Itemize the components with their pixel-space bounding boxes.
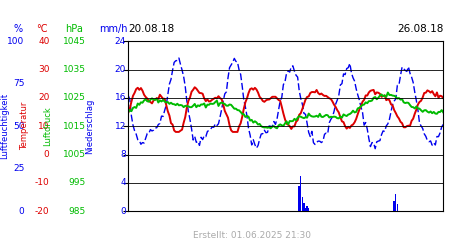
Text: 0: 0 xyxy=(44,150,50,159)
Bar xyxy=(305,208,306,211)
Bar xyxy=(396,204,398,211)
Text: Niederschlag: Niederschlag xyxy=(86,98,94,154)
Text: 0: 0 xyxy=(120,207,126,216)
Text: 1015: 1015 xyxy=(63,122,86,131)
Text: mm/h: mm/h xyxy=(99,24,127,34)
Text: 25: 25 xyxy=(13,164,24,173)
Text: 0: 0 xyxy=(18,207,24,216)
Text: Luftfeuchtigkeit: Luftfeuchtigkeit xyxy=(0,93,9,159)
Text: 75: 75 xyxy=(13,79,24,88)
Text: 40: 40 xyxy=(38,37,50,46)
Text: 30: 30 xyxy=(38,65,50,74)
Text: 4: 4 xyxy=(120,178,126,188)
Bar xyxy=(306,206,308,211)
Text: 1005: 1005 xyxy=(63,150,86,159)
Text: 985: 985 xyxy=(68,207,86,216)
Text: 100: 100 xyxy=(7,37,24,46)
Text: -20: -20 xyxy=(35,207,50,216)
Bar xyxy=(303,203,305,211)
Text: Luftdruck: Luftdruck xyxy=(43,106,52,146)
Text: 12: 12 xyxy=(115,122,126,131)
Bar xyxy=(393,200,395,211)
Bar xyxy=(395,194,396,211)
Text: Temperatur: Temperatur xyxy=(20,102,29,150)
Text: 20: 20 xyxy=(115,65,126,74)
Bar xyxy=(302,197,303,211)
Text: 20: 20 xyxy=(38,94,50,102)
Text: 26.08.18: 26.08.18 xyxy=(397,24,443,34)
Text: hPa: hPa xyxy=(65,24,83,34)
Text: 1045: 1045 xyxy=(63,37,86,46)
Text: %: % xyxy=(14,24,22,34)
Text: -10: -10 xyxy=(35,178,50,188)
Text: 1035: 1035 xyxy=(63,65,86,74)
Bar xyxy=(308,208,310,211)
Text: Erstellt: 01.06.2025 21:30: Erstellt: 01.06.2025 21:30 xyxy=(193,231,311,240)
Text: 50: 50 xyxy=(13,122,24,131)
Text: 24: 24 xyxy=(115,37,126,46)
Text: 1025: 1025 xyxy=(63,94,86,102)
Text: 8: 8 xyxy=(120,150,126,159)
Bar xyxy=(300,176,302,211)
Text: 20.08.18: 20.08.18 xyxy=(128,24,175,34)
Text: 16: 16 xyxy=(114,94,126,102)
Text: 10: 10 xyxy=(38,122,50,131)
Bar xyxy=(298,186,300,211)
Text: °C: °C xyxy=(36,24,48,34)
Text: 995: 995 xyxy=(68,178,86,188)
